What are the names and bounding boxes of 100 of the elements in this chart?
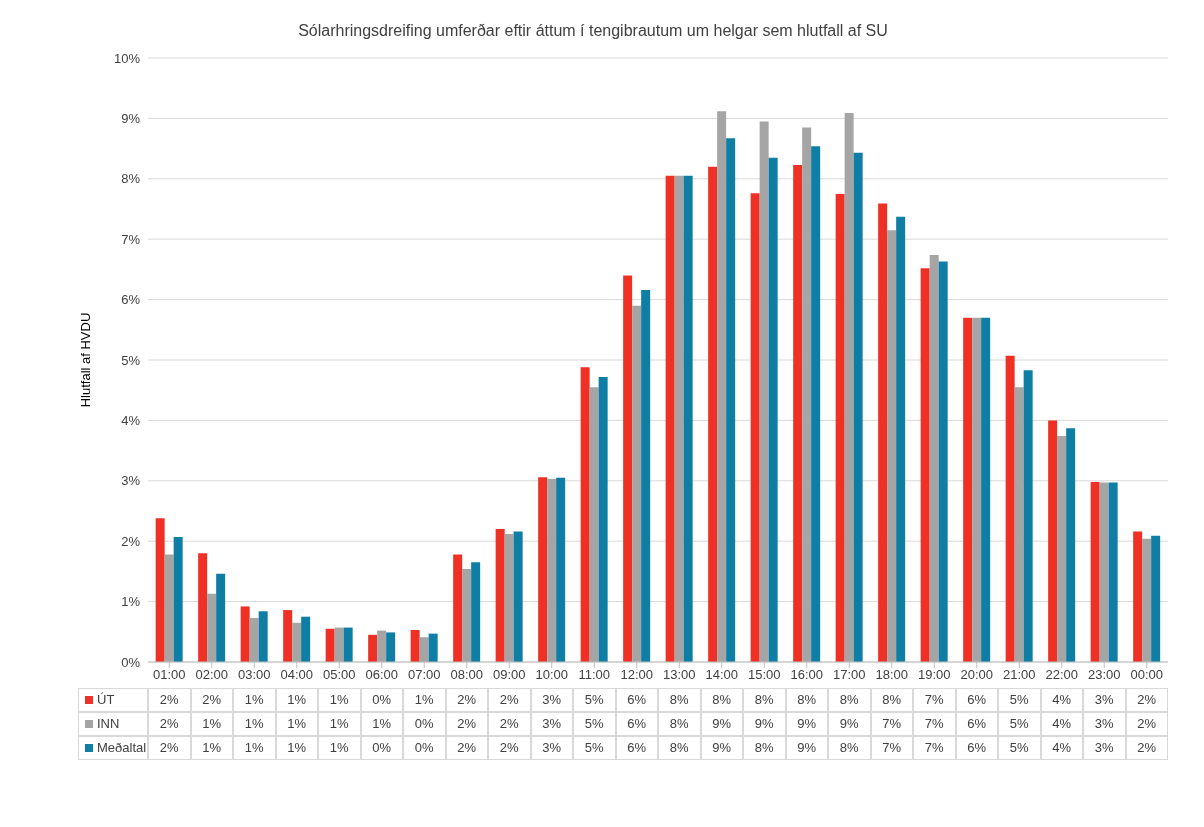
data-label: 2% [148,736,191,760]
bar [887,230,897,662]
bar [580,367,590,662]
bar [1023,370,1033,662]
bar [419,637,429,662]
data-label: 1% [360,712,403,736]
x-tick-label: 05:00 [322,667,356,683]
y-tick-label: 10% [113,50,141,66]
bar [665,175,675,662]
data-label: 1% [233,736,276,760]
bar [504,533,514,662]
y-tick-label: 9% [121,111,141,127]
bar [674,175,684,662]
y-axis-title: Hlutfall af HVDU [77,312,93,408]
data-label: 7% [913,736,956,760]
x-tick-label: 19:00 [917,667,951,683]
bar [240,606,250,662]
bar [198,553,208,662]
data-label: 5% [573,712,616,736]
data-label: 0% [360,736,403,760]
data-label: 6% [955,688,998,712]
bar [920,268,930,662]
bar [726,138,736,662]
y-tick-label: 7% [121,231,141,247]
bar [410,629,420,662]
bar [325,628,335,662]
data-label: 7% [913,688,956,712]
x-tick-label: 04:00 [280,667,314,683]
data-label: 8% [658,736,701,760]
x-tick-label: 21:00 [1002,667,1036,683]
data-label: 3% [1083,736,1126,760]
bar [216,573,226,662]
data-label: 1% [318,736,361,760]
bar [495,529,505,662]
bar [462,568,472,662]
data-label: 2% [445,712,488,736]
data-label: 1% [190,736,233,760]
x-tick-label: 01:00 [152,667,186,683]
data-label: 2% [488,736,531,760]
data-label: 3% [530,688,573,712]
data-label: 9% [700,712,743,736]
data-label: 4% [1040,736,1083,760]
data-label: 6% [615,688,658,712]
data-label: 8% [658,712,701,736]
data-label: 2% [445,688,488,712]
data-label: 5% [998,688,1041,712]
y-tick-label: 5% [121,352,141,368]
data-label: 2% [148,688,191,712]
data-label: 1% [275,688,318,712]
bar [717,111,727,662]
y-tick-label: 6% [121,292,141,308]
x-tick-label: 15:00 [747,667,781,683]
bar [207,593,217,662]
bar [835,193,845,662]
bar [471,562,481,662]
data-label: 2% [445,736,488,760]
data-label: 7% [913,712,956,736]
data-label: 4% [1040,712,1083,736]
x-tick-label: 17:00 [832,667,866,683]
chart-title: Sólarhringsdreifing umferðar eftir áttum í tengibrautum um helgar sem hlutfall af SU [297,21,889,41]
data-label: 5% [998,712,1041,736]
x-tick-label: 12:00 [620,667,654,683]
bar [844,112,854,662]
bar [750,193,760,662]
bar [802,127,812,662]
x-tick-label: 07:00 [407,667,441,683]
x-tick-label: 00:00 [1130,667,1164,683]
y-tick-label: 0% [121,654,141,670]
bar [1090,482,1100,662]
bar [386,632,396,662]
bar [1099,482,1109,662]
bar [683,175,693,662]
data-label: 1% [275,736,318,760]
bar [343,627,353,662]
data-label: 8% [658,688,701,712]
data-label: 0% [403,736,446,760]
data-label: 2% [1125,688,1168,712]
bar [1005,355,1015,662]
x-tick-label: 08:00 [450,667,484,683]
data-label: 9% [700,736,743,760]
bar [598,376,608,662]
bar [1014,387,1024,662]
data-label: 3% [530,712,573,736]
bar [878,203,888,662]
data-label: 4% [1040,688,1083,712]
bar [377,630,387,662]
bar [334,627,344,662]
bar [538,477,548,662]
bar [1108,482,1118,662]
data-label: 8% [743,736,786,760]
data-label: 8% [870,688,913,712]
x-tick-label: 20:00 [960,667,994,683]
y-tick-label: 3% [121,473,141,489]
data-label: 7% [870,736,913,760]
data-label: 2% [488,688,531,712]
bar [547,478,557,662]
bar [368,634,378,662]
x-tick-label: 16:00 [790,667,824,683]
data-label: 6% [615,712,658,736]
x-tick-label: 22:00 [1045,667,1079,683]
